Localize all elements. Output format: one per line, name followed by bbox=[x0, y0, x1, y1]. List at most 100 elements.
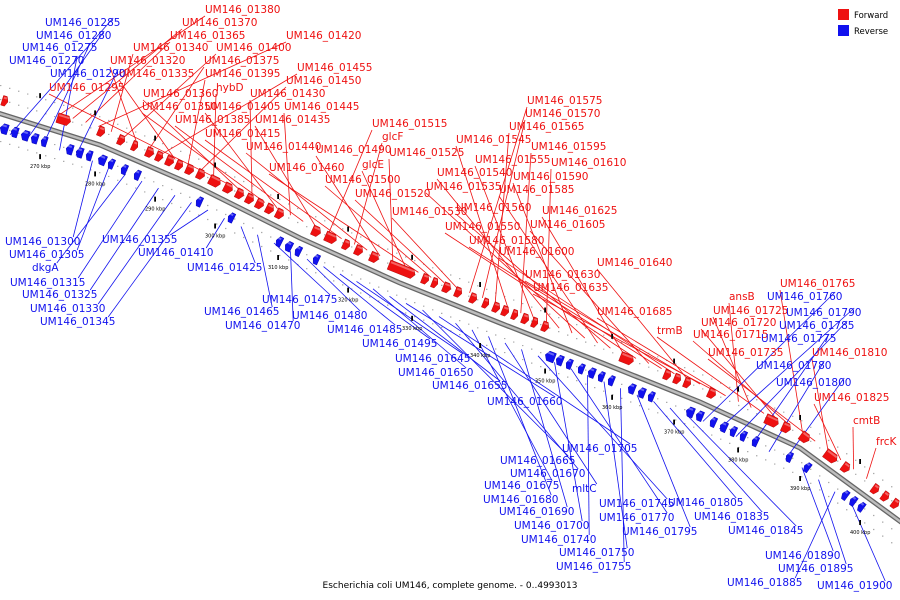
gene-label: UM146_01445 bbox=[284, 101, 359, 113]
gene-label: UM146_01725 bbox=[713, 305, 788, 317]
gene-label: UM146_01575 bbox=[527, 95, 602, 107]
gene-label: UM146_01775 bbox=[761, 333, 836, 345]
tick-label: 390 kbp bbox=[790, 486, 810, 492]
gene-label: UM146_01630 bbox=[525, 269, 600, 281]
forward-gene bbox=[420, 272, 429, 285]
gene-label: UM146_01380 bbox=[205, 4, 280, 16]
leader-line bbox=[249, 99, 253, 197]
gene-label: UM146_01800 bbox=[776, 377, 851, 389]
gene-label: UM146_01415 bbox=[205, 128, 280, 140]
forward-gene bbox=[96, 125, 105, 137]
forward-gene bbox=[839, 461, 851, 473]
gene-label: UM146_01300 bbox=[5, 236, 80, 248]
gene-label: UM146_01550 bbox=[445, 221, 520, 233]
gene-label: UM146_01580 bbox=[469, 235, 544, 247]
gene-label: UM146_01825 bbox=[814, 392, 889, 404]
tick-label: 400 kbp bbox=[850, 530, 870, 536]
tick-label: 330 kbp bbox=[402, 326, 422, 332]
forward-gene bbox=[323, 230, 337, 244]
gene-label: UM146_01525 bbox=[389, 147, 464, 159]
leader-line bbox=[59, 15, 206, 115]
tick-label: 380 kbp bbox=[728, 457, 748, 463]
leader-line bbox=[801, 467, 834, 552]
gene-label: UM146_01520 bbox=[355, 188, 430, 200]
leader-line bbox=[118, 79, 176, 160]
gene-label: UM146_01670 bbox=[510, 468, 585, 480]
reverse-gene bbox=[285, 241, 295, 253]
leader-line bbox=[785, 377, 845, 460]
legend-reverse-label: Reverse bbox=[854, 27, 888, 37]
gene-label: UM146_01735 bbox=[708, 347, 783, 359]
gene-label: UM146_01790 bbox=[786, 307, 861, 319]
gene-label: UM146_01590 bbox=[513, 171, 588, 183]
gene-label: UM146_01565 bbox=[509, 121, 584, 133]
gene-label: UM146_01750 bbox=[559, 547, 634, 559]
gene-label: UM146_01740 bbox=[521, 534, 596, 546]
forward-gene bbox=[662, 368, 671, 381]
gene-label: UM146_01675 bbox=[484, 480, 559, 492]
gene-label: UM146_01275 bbox=[22, 42, 97, 54]
leader-line bbox=[520, 152, 532, 314]
leader-line bbox=[455, 145, 509, 309]
gene-label: UM146_01370 bbox=[182, 17, 257, 29]
leader-line bbox=[213, 93, 217, 177]
forward-gene bbox=[207, 174, 221, 188]
reverse-gene bbox=[545, 350, 557, 364]
gene-label: UM146_01810 bbox=[812, 347, 887, 359]
gene-label: UM146_01700 bbox=[514, 520, 589, 532]
forward-gene bbox=[253, 197, 264, 210]
leader-line bbox=[26, 30, 105, 141]
reverse-gene bbox=[312, 254, 322, 266]
reverse-gene bbox=[85, 150, 94, 162]
forward-gene bbox=[618, 351, 634, 366]
gene-label: frcK bbox=[876, 436, 898, 448]
reverse-gene bbox=[30, 133, 40, 145]
tick-mark bbox=[411, 315, 413, 321]
leader-line bbox=[707, 358, 816, 442]
gene-label: UM146_01430 bbox=[250, 88, 325, 100]
forward-gene bbox=[879, 490, 890, 502]
leader-line bbox=[240, 226, 256, 264]
leader-line bbox=[735, 320, 848, 437]
gene-label: UM146_01720 bbox=[701, 317, 776, 329]
leader-line bbox=[77, 180, 143, 279]
tick-label: 310 kbp bbox=[268, 265, 288, 271]
reverse-gene bbox=[841, 490, 851, 502]
leader-line bbox=[89, 187, 159, 291]
reverse-gene bbox=[598, 371, 606, 383]
gene-label: UM146_01385 bbox=[175, 114, 250, 126]
forward-gene bbox=[797, 430, 810, 444]
gene-label: UM146_01470 bbox=[225, 320, 300, 332]
gene-label: UM146_01645 bbox=[395, 353, 470, 365]
leader-line bbox=[59, 55, 78, 151]
reverse-gene bbox=[608, 375, 616, 387]
tick-label: 280 kbp bbox=[85, 181, 105, 187]
leader-line bbox=[596, 268, 688, 380]
leader-line bbox=[692, 340, 790, 426]
tick-mark bbox=[39, 93, 41, 99]
gene-label: UM146_01570 bbox=[525, 108, 600, 120]
gene-label: UM146_01475 bbox=[262, 294, 337, 306]
gene-label: UM146_01345 bbox=[40, 316, 115, 328]
legend-forward-swatch bbox=[838, 9, 849, 20]
tick-mark bbox=[799, 476, 801, 481]
tick-mark bbox=[154, 135, 156, 141]
leader-line bbox=[537, 355, 668, 500]
gene-label: UM146_01625 bbox=[542, 205, 617, 217]
tick-mark bbox=[154, 196, 156, 202]
gene-label: UM146_01765 bbox=[780, 278, 855, 290]
leader-line bbox=[204, 139, 342, 240]
gene-label: UM146_01425 bbox=[187, 262, 262, 274]
gene-label: UM146_01305 bbox=[9, 249, 84, 261]
reverse-gene bbox=[0, 123, 10, 136]
legend-forward-label: Forward bbox=[854, 11, 888, 21]
leader-line bbox=[554, 362, 583, 522]
reverse-gene bbox=[709, 416, 719, 429]
tick-label: 360 kbp bbox=[602, 405, 622, 411]
tick-mark bbox=[544, 307, 546, 313]
leader-line bbox=[702, 291, 836, 422]
leader-line bbox=[529, 230, 650, 364]
forward-gene bbox=[55, 112, 71, 126]
leader-line bbox=[653, 401, 737, 499]
reverse-gene bbox=[133, 169, 142, 181]
